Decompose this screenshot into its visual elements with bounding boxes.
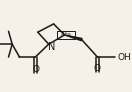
Text: Abs: Abs (61, 32, 71, 37)
Text: O: O (32, 65, 39, 74)
Bar (57, 31, 75, 39)
Text: N: N (48, 42, 55, 52)
Polygon shape (65, 35, 82, 41)
Text: OH: OH (118, 53, 131, 62)
Text: O: O (93, 64, 100, 73)
